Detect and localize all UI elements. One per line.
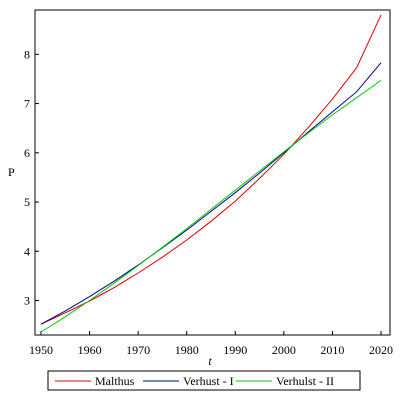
y-tick-label: 8 xyxy=(24,47,30,61)
x-tick-label: 1990 xyxy=(223,343,247,357)
legend-label: Verhust - I xyxy=(183,374,234,388)
y-axis-label: P xyxy=(8,165,15,179)
x-axis-label: t xyxy=(208,354,212,368)
x-tick-label: 2020 xyxy=(369,343,393,357)
y-tick-label: 5 xyxy=(24,195,30,209)
x-tick-label: 1970 xyxy=(126,343,150,357)
series-line-2 xyxy=(41,80,381,332)
x-tick-label: 2000 xyxy=(272,343,296,357)
y-tick-label: 6 xyxy=(24,146,30,160)
series-lines xyxy=(41,15,381,332)
series-line-0 xyxy=(41,15,381,324)
x-tick-label: 1980 xyxy=(175,343,199,357)
x-tick-label: 1960 xyxy=(78,343,102,357)
legend-label: Verhulst - II xyxy=(276,374,334,388)
x-tick-label: 1950 xyxy=(29,343,53,357)
y-tick-label: 7 xyxy=(24,97,30,111)
legend: Malthus Verhust - I Verhulst - II xyxy=(48,371,360,390)
legend-label: Malthus xyxy=(95,374,135,388)
y-axis: 3 4 5 6 7 8 xyxy=(24,47,39,307)
y-tick-label: 3 xyxy=(24,294,30,308)
x-tick-label: 2010 xyxy=(320,343,344,357)
y-tick-label: 4 xyxy=(24,244,30,258)
plot-frame xyxy=(35,10,390,335)
